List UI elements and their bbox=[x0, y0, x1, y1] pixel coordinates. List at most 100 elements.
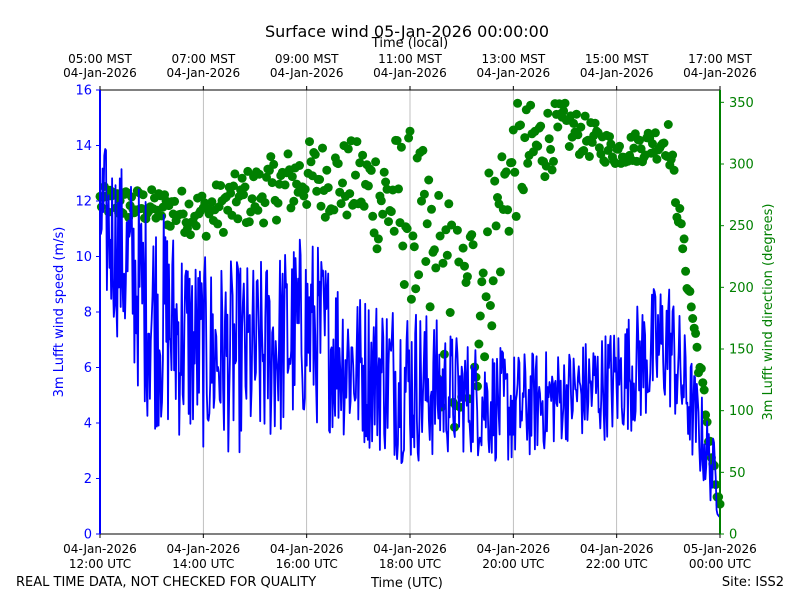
direction-point bbox=[316, 201, 326, 211]
direction-point bbox=[417, 196, 426, 206]
bottom-tick-label-time: 14:00 UTC bbox=[172, 557, 234, 571]
direction-point bbox=[635, 135, 645, 145]
direction-point bbox=[691, 328, 701, 338]
speed-line bbox=[99, 148, 721, 518]
direction-point bbox=[467, 230, 477, 240]
chart-title: Surface wind 05-Jan-2026 00:00:00 bbox=[265, 22, 549, 41]
direction-point bbox=[318, 143, 327, 153]
direction-point bbox=[559, 106, 569, 116]
direction-point bbox=[280, 180, 290, 190]
direction-point bbox=[283, 149, 293, 159]
direction-point bbox=[478, 268, 488, 278]
direction-point bbox=[652, 154, 662, 164]
direction-point bbox=[305, 137, 314, 147]
direction-point bbox=[267, 178, 277, 188]
top-tick-label-date: 04-Jan-2026 bbox=[477, 66, 551, 80]
direction-point bbox=[178, 209, 188, 219]
direction-point bbox=[425, 302, 435, 312]
direction-point bbox=[431, 263, 441, 273]
x-axis-title: Time (UTC) bbox=[371, 576, 443, 591]
direction-point bbox=[480, 352, 490, 362]
direction-point bbox=[398, 241, 408, 251]
direction-point bbox=[389, 226, 399, 236]
direction-point bbox=[445, 308, 455, 317]
left-tick-label: 14 bbox=[75, 139, 92, 154]
direction-point bbox=[405, 126, 415, 136]
direction-point bbox=[253, 205, 263, 215]
direction-point bbox=[333, 159, 343, 169]
direction-point bbox=[495, 267, 505, 277]
direction-point bbox=[560, 98, 570, 108]
left-tick-label: 4 bbox=[84, 417, 92, 432]
direction-point bbox=[399, 280, 409, 289]
direction-point bbox=[447, 220, 457, 230]
direction-point bbox=[676, 219, 686, 229]
direction-point bbox=[329, 205, 339, 215]
top-tick-label-time: 05:00 MST bbox=[68, 52, 132, 66]
direction-point bbox=[147, 185, 157, 195]
direction-point bbox=[520, 133, 530, 143]
direction-point bbox=[547, 165, 557, 175]
direction-point bbox=[376, 196, 386, 206]
direction-point bbox=[590, 118, 600, 128]
direction-point bbox=[414, 270, 424, 280]
direction-point bbox=[394, 184, 403, 194]
direction-point bbox=[511, 211, 521, 221]
direction-point bbox=[402, 224, 412, 234]
direction-point bbox=[322, 165, 332, 175]
bottom-tick-label-time: 20:00 UTC bbox=[482, 557, 544, 571]
direction-point bbox=[427, 204, 436, 214]
direction-point bbox=[312, 186, 322, 196]
direction-point bbox=[429, 245, 439, 255]
direction-point bbox=[485, 301, 495, 310]
bottom-tick-label-time: 16:00 UTC bbox=[276, 557, 338, 571]
top-axis-title: Time (local) bbox=[371, 36, 448, 51]
direction-point bbox=[355, 158, 365, 168]
direction-point bbox=[483, 227, 492, 237]
direction-point bbox=[507, 158, 517, 167]
direction-point bbox=[442, 250, 452, 260]
direction-point bbox=[373, 234, 383, 244]
left-tick-label: 16 bbox=[75, 84, 92, 99]
direction-point bbox=[218, 227, 228, 237]
direction-point bbox=[237, 173, 247, 183]
direction-point bbox=[229, 181, 238, 191]
direction-point bbox=[213, 219, 223, 229]
direction-point bbox=[226, 188, 236, 198]
bottom-tick-label-time: 00:00 UTC bbox=[689, 557, 751, 571]
top-tick-label-time: 13:00 MST bbox=[481, 52, 545, 66]
top-tick-label-date: 04-Jan-2026 bbox=[683, 66, 757, 80]
direction-point bbox=[170, 196, 180, 206]
site-label: Site: ISS2 bbox=[721, 575, 784, 590]
left-tick-label: 0 bbox=[84, 528, 92, 543]
direction-point bbox=[504, 226, 514, 236]
right-tick-label: 200 bbox=[729, 281, 754, 296]
direction-point bbox=[696, 364, 706, 374]
direction-point bbox=[546, 144, 556, 154]
direction-point bbox=[177, 186, 187, 196]
direction-point bbox=[351, 170, 360, 180]
direction-point bbox=[310, 150, 320, 159]
direction-point bbox=[681, 266, 691, 276]
direction-point bbox=[300, 184, 310, 194]
left-tick-label: 8 bbox=[84, 306, 92, 321]
direction-point bbox=[165, 221, 175, 231]
direction-point bbox=[663, 120, 673, 129]
direction-point bbox=[302, 200, 312, 209]
direction-point bbox=[366, 165, 376, 175]
direction-point bbox=[503, 205, 513, 215]
direction-point bbox=[262, 172, 271, 182]
direction-point bbox=[549, 156, 558, 166]
direction-point bbox=[650, 128, 660, 138]
direction-point bbox=[418, 145, 428, 155]
direction-point bbox=[686, 302, 696, 312]
direction-point bbox=[648, 139, 657, 149]
direction-point bbox=[358, 150, 368, 160]
right-tick-label: 0 bbox=[729, 528, 737, 543]
right-tick-label: 250 bbox=[729, 219, 754, 234]
right-tick-label: 100 bbox=[729, 404, 754, 419]
direction-point bbox=[698, 378, 708, 388]
direction-point bbox=[452, 225, 462, 235]
direction-point bbox=[481, 292, 491, 302]
